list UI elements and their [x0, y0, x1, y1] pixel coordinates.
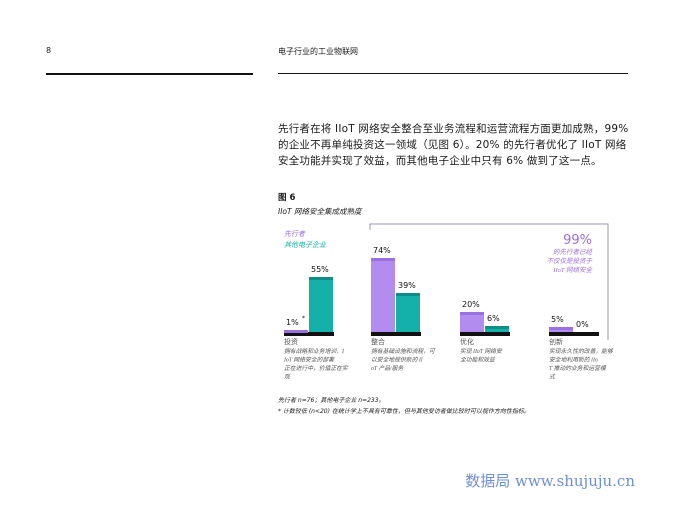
- figure-subtitle: IIoT 网络安全集成成熟度: [278, 207, 362, 216]
- value-label: 74%: [373, 246, 391, 255]
- category-note-line: 安全地利用新的 IIo: [549, 357, 598, 364]
- category-note-line: 现: [284, 374, 291, 381]
- bar-cap: [549, 327, 573, 330]
- callout-text-line: IIoT 网络安全: [552, 266, 593, 274]
- watermark: 数据局 www.shujuju.cn: [465, 472, 635, 490]
- category-label: 优化: [460, 337, 474, 346]
- category-note-line: T 推动的业务和运营模: [549, 365, 607, 372]
- bar-others: [309, 277, 333, 332]
- page-number: 8: [46, 46, 52, 55]
- body-paragraph: 先行者在将 IIoT 网络安全整合至业务流程和运营流程方面更加成熟，99% 的企…: [278, 123, 629, 167]
- category-note-line: 实现永久性的改善，能够: [549, 348, 614, 355]
- value-label: 0%: [576, 320, 589, 329]
- category-note-line: 式: [549, 374, 556, 381]
- legend-leaders: 先行者: [284, 230, 306, 238]
- figure-number: 图 6: [278, 193, 296, 203]
- header-rule-right: [278, 73, 628, 74]
- legend-others: 其他电子企业: [284, 241, 327, 249]
- category-note-line: oT 产品/服务: [371, 365, 404, 372]
- callout-text-line: 不仅仅是投资于: [547, 257, 593, 265]
- asterisk-note: * 计数较低 (n<20) 在统计学上不具有可靠性，但与其他受访者做比较时可以视…: [278, 408, 530, 415]
- callout-value: 99%: [563, 233, 592, 248]
- value-label: 6%: [487, 314, 500, 323]
- baseline-segment: [284, 332, 334, 336]
- category-note-line: 实现 IIoT 网络安: [460, 348, 503, 355]
- bar-leaders: [460, 312, 484, 332]
- category-label: 投资: [284, 337, 298, 346]
- baseline-segment: [549, 332, 599, 336]
- category-label: 创新: [549, 337, 563, 346]
- bar-cap: [485, 326, 509, 329]
- value-label: 39%: [398, 281, 416, 290]
- asterisk-mark: *: [302, 315, 305, 322]
- figure-notes: 先行者 n=76；其他电子企业 n=233。 * 计数较低 (n<20) 在统计…: [278, 395, 638, 417]
- bar-cap: [309, 277, 333, 280]
- bar-cap: [460, 312, 484, 315]
- bar-cap: [396, 293, 420, 296]
- callout-bracket: [369, 223, 609, 340]
- bar-leaders: [371, 258, 395, 332]
- bar-others: [396, 293, 420, 332]
- category-note-line: 正在进行中，价值正在实: [284, 365, 349, 372]
- header-title: 电子行业的工业物联网: [278, 47, 358, 56]
- baseline-segment: [460, 332, 510, 336]
- category-note-line: IoT 网络安全的部署: [283, 357, 335, 364]
- value-label: 5%: [551, 315, 564, 324]
- category-note-line: 以安全地提供新的 II: [371, 357, 424, 364]
- header-rule-left: [46, 73, 253, 75]
- callout-text-line: 的先行者已经: [553, 248, 594, 256]
- baseline-segment: [371, 332, 421, 336]
- category-note-line: 拥有基础设施和流程，可: [371, 348, 436, 355]
- category-note-line: 拥有战略和业务培训，I: [284, 348, 345, 355]
- value-label: 1%: [286, 318, 299, 327]
- sample-size-note: 先行者 n=76；其他电子企业 n=233。: [278, 397, 385, 404]
- category-label: 整合: [371, 337, 385, 346]
- category-note-line: 全功能和效益: [460, 357, 496, 364]
- value-label: 55%: [311, 265, 329, 274]
- value-label: 20%: [462, 300, 480, 309]
- bar-cap: [284, 330, 308, 333]
- bar-cap: [371, 258, 395, 261]
